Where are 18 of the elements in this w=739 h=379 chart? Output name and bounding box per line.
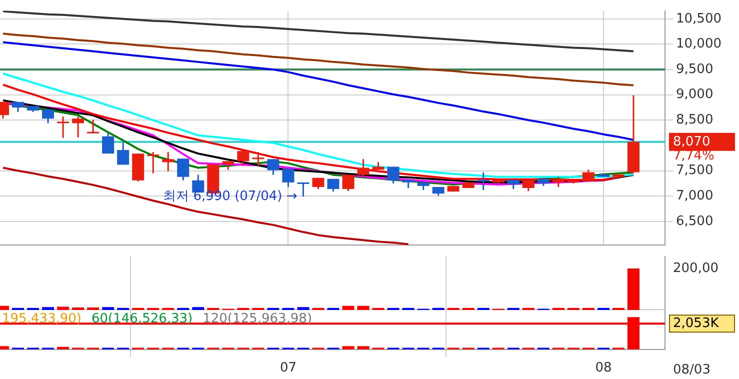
y-tick-label: 10,000 — [676, 36, 722, 52]
annotation: 최저 6,990 (07/04) → — [163, 188, 298, 204]
text: 08/03 — [673, 362, 710, 378]
ref-line-label: 8,070 — [673, 134, 710, 150]
y-tick-label: 9,500 — [676, 62, 714, 77]
y-tick-label: 9,000 — [676, 87, 714, 102]
annotation: 120(125,963,98) — [202, 311, 312, 326]
y-tick-label: 7,000 — [676, 188, 714, 204]
x-tick-label: 08 — [595, 360, 612, 376]
y-tick-label: 8,500 — [676, 112, 714, 128]
y-tick-label: 6,500 — [676, 214, 714, 229]
text: 200,00 — [673, 260, 718, 276]
y-tick-label: 10,500 — [676, 11, 722, 26]
y-tick-label: 7,500 — [676, 163, 714, 178]
annotation: 60(146,526,33) — [92, 311, 193, 326]
annotation: 195,433,90) — [2, 311, 82, 326]
x-tick-label: 07 — [280, 360, 296, 376]
ref-line-label: 2,053K — [673, 316, 720, 331]
